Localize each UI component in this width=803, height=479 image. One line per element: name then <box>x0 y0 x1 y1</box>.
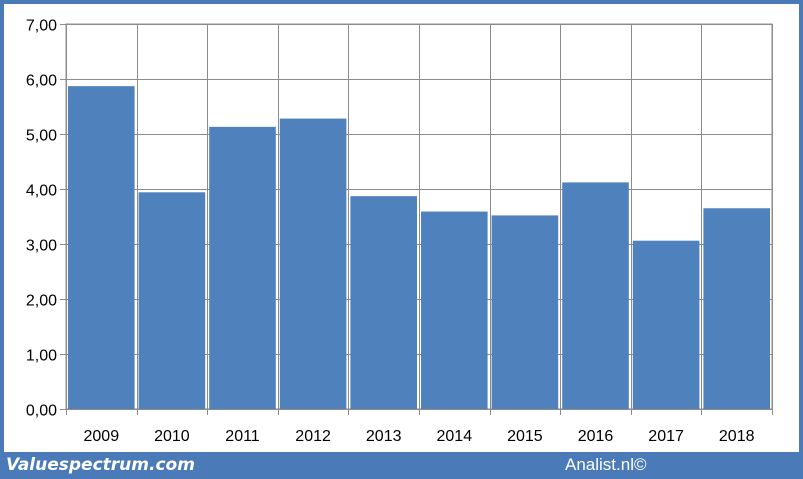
gridlines <box>65 23 773 415</box>
y-tick-label: 6,00 <box>26 73 57 90</box>
brand-label: Valuespectrum.com <box>6 455 195 475</box>
x-tick-label: 2009 <box>84 428 120 445</box>
bar-2014 <box>421 211 488 409</box>
bars <box>68 86 770 410</box>
y-tick-label: 3,00 <box>26 238 57 255</box>
x-tick-labels: 2009 2010 2011 2012 2013 2014 2015 2016 2017 2018 <box>84 428 755 445</box>
bar-2018 <box>703 208 770 409</box>
x-tick-label: 2014 <box>437 428 473 445</box>
bar-2015 <box>491 215 559 409</box>
bar-2017 <box>632 240 700 409</box>
footer-bar: Valuespectrum.com Analist.nl© <box>0 452 803 479</box>
credit-label: Analist.nl© <box>565 455 647 474</box>
x-tick-label: 2011 <box>225 428 260 445</box>
y-tick-label: 2,00 <box>26 293 57 310</box>
bar-2016 <box>562 182 629 409</box>
x-tick-label: 2012 <box>295 428 331 445</box>
bar-2010 <box>138 192 206 409</box>
bar-2013 <box>350 196 417 409</box>
y-tick-label: 7,00 <box>26 18 57 35</box>
bar-2011 <box>209 126 276 409</box>
x-tick-label: 2013 <box>366 428 402 445</box>
x-tick-label: 2017 <box>648 428 684 445</box>
y-tick-label: 4,00 <box>26 183 57 200</box>
y-tick-label: 0,00 <box>26 403 57 420</box>
x-tick-label: 2016 <box>578 428 614 445</box>
axes <box>60 24 66 410</box>
y-tick-label: 5,00 <box>26 128 57 145</box>
x-tick-label: 2015 <box>507 428 543 445</box>
x-tick-label: 2018 <box>719 428 755 445</box>
bar-2012 <box>279 118 347 409</box>
y-tick-labels: 0,00 1,00 2,00 3,00 4,00 5,00 6,00 7,00 <box>26 18 57 420</box>
x-tick-label: 2010 <box>154 428 190 445</box>
y-tick-label: 1,00 <box>26 348 57 365</box>
bar-chart: 0,00 1,00 2,00 3,00 4,00 5,00 6,00 7,00 2009 201… <box>26 18 773 445</box>
bar-2009 <box>68 86 135 410</box>
